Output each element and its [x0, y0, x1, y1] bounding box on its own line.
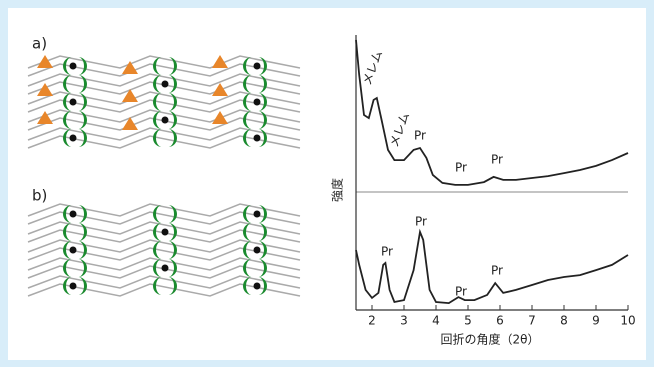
panel-label: b) — [32, 187, 47, 205]
panel — [8, 8, 646, 360]
dot — [162, 265, 169, 272]
dot — [254, 283, 261, 290]
annotation: Pr — [414, 129, 426, 143]
dot — [254, 63, 261, 70]
dot — [70, 247, 77, 254]
annotation: Pr — [455, 161, 467, 175]
x-tick-label: 3 — [400, 314, 408, 328]
dot — [162, 81, 169, 88]
x-tick-label: 7 — [528, 314, 536, 328]
x-axis-label: 回折の角度（2θ） — [441, 332, 540, 347]
annotation: Pr — [491, 153, 503, 167]
annotation: Pr — [381, 245, 393, 259]
annotation: Pr — [415, 215, 427, 229]
annotation: Pr — [455, 285, 467, 299]
dot — [70, 135, 77, 142]
dot — [254, 247, 261, 254]
dot — [70, 63, 77, 70]
x-tick-label: 8 — [560, 314, 568, 328]
x-tick-label: 4 — [432, 314, 440, 328]
x-tick-label: 10 — [620, 314, 635, 328]
dot — [70, 211, 77, 218]
x-tick-label: 5 — [464, 314, 472, 328]
x-tick-label: 2 — [368, 314, 376, 328]
y-axis-label: 強度 — [330, 178, 345, 202]
annotation: Pr — [491, 264, 503, 278]
dot — [254, 211, 261, 218]
dot — [254, 135, 261, 142]
figure: a) b) 2345678910回折の角度（2θ）強度メレムメレムPrPrPrP… — [0, 0, 654, 367]
x-tick-label: 6 — [496, 314, 504, 328]
dot — [162, 229, 169, 236]
dot — [70, 99, 77, 106]
x-tick-label: 9 — [592, 314, 600, 328]
dot — [70, 283, 77, 290]
dot — [254, 99, 261, 106]
dot — [162, 117, 169, 124]
panel-label: a) — [32, 35, 47, 53]
